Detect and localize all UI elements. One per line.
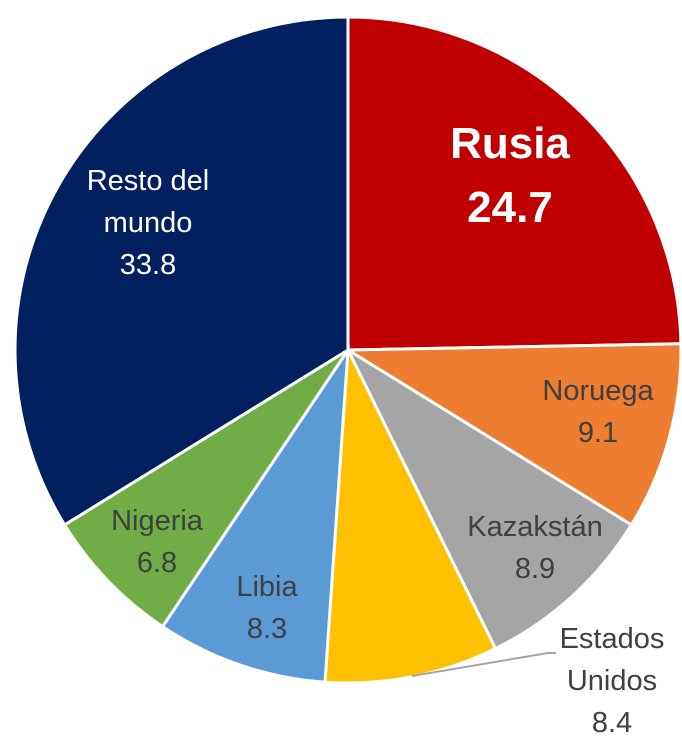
category-name: Resto del mundo [86,165,210,240]
slices [13,15,682,685]
category-name: Rusia [450,119,570,168]
slice-label: Kazakstán 8.9 [435,506,635,590]
slice-label: Nigeria 6.8 [77,500,237,584]
leader-line [411,652,556,677]
pie-slice [13,15,350,527]
value-label: 9.1 [577,417,619,450]
category-name: Kazakstán [467,511,603,543]
pie-slice [160,344,350,684]
slice-label: Noruega 9.1 [498,370,682,454]
value-label: 8.9 [514,553,556,586]
pie-slice [342,342,682,527]
category-name: Nigeria [111,505,203,537]
slice-label: Rusia 24.7 [410,112,610,240]
value-label: 24.7 [467,182,553,232]
slice-label: Resto del mundo 33.8 [53,160,243,286]
value-label: 8.3 [246,613,288,646]
category-name: Noruega [542,375,654,407]
pie-slice [346,15,682,352]
value-label: 33.8 [119,249,177,282]
pie-slice [344,345,634,651]
category-name: Libia [236,571,298,603]
value-label: 8.4 [591,707,633,740]
slice-label: Libia 8.3 [187,566,347,650]
slice-label: Estados Unidos 8.4 [537,618,682,744]
value-label: 6.8 [136,547,178,580]
pie-slice [62,348,350,629]
category-name: Estados Unidos [559,623,665,698]
